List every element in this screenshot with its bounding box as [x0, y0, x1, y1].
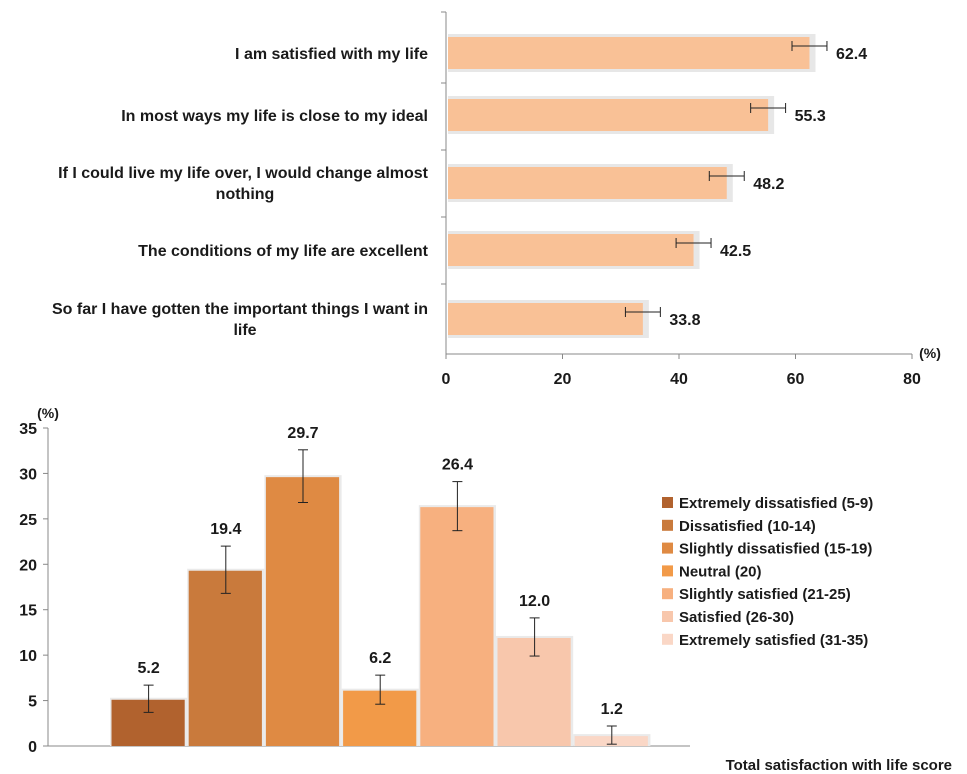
bottom-data-label: 26.4 [442, 457, 473, 474]
top-category-label: In most ways my life is close to my idea… [121, 108, 428, 125]
bottom-chart: 0 5 10 15 20 25 30 35(%) 5.2 19.4 29.7 6.2 26.4 12.0 1… [19, 405, 952, 774]
legend-swatch [662, 633, 673, 645]
bottom-data-label: 1.2 [601, 701, 623, 718]
bottom-y-tick-label: 10 [19, 648, 37, 665]
legend-swatch [662, 611, 673, 622]
top-bar [448, 234, 694, 266]
top-unit-label: (%) [919, 345, 941, 361]
legend-swatch [662, 519, 673, 531]
top-x-tick-label: 20 [554, 371, 572, 388]
legend-label: Neutral (20) [679, 563, 762, 580]
legend-label: Dissatisfied (10-14) [679, 518, 816, 535]
top-bar [448, 303, 643, 335]
bottom-data-label: 29.7 [287, 425, 318, 442]
top-data-label: 33.8 [669, 312, 700, 329]
top-x-tick-label: 60 [787, 371, 805, 388]
legend-label: Satisfied (26-30) [679, 609, 794, 626]
bottom-y-tick-label: 15 [19, 603, 37, 620]
legend-swatch [662, 497, 673, 508]
bottom-data-label: 19.4 [210, 521, 241, 538]
legend-label: Slightly dissatisfied (15-19) [679, 541, 872, 558]
legend-label: Extremely satisfied (31-35) [679, 632, 868, 649]
legend-swatch [662, 588, 673, 600]
bottom-bar [188, 570, 262, 746]
top-category-label: So far I have gotten the important thing… [52, 301, 428, 318]
top-category-label: nothing [216, 186, 275, 203]
top-x-tick-label: 40 [670, 371, 688, 388]
legend-swatch [662, 542, 673, 554]
legend-label: Slightly satisfied (21-25) [679, 586, 851, 603]
top-data-label: 55.3 [795, 108, 826, 125]
bottom-y-tick-label: 35 [19, 421, 37, 438]
bottom-data-label: 6.2 [369, 650, 391, 667]
bottom-x-axis-title: Total satisfaction with life score [726, 757, 952, 774]
bottom-data-label: 12.0 [519, 593, 550, 610]
legend-label: Extremely dissatisfied (5-9) [679, 495, 873, 512]
bottom-bar [420, 507, 494, 746]
top-x-tick-label: 0 [442, 371, 451, 388]
legend-swatch [662, 565, 673, 577]
bottom-y-tick-label: 0 [28, 739, 37, 756]
top-category-label: I am satisfied with my life [235, 46, 428, 63]
top-bar [448, 37, 810, 69]
top-bar [448, 167, 727, 199]
bottom-data-label: 5.2 [137, 660, 159, 677]
top-x-tick-label: 80 [903, 371, 921, 388]
bottom-bar [265, 477, 340, 746]
legend: Extremely dissatisfied (5-9) Dissatisfied… [662, 495, 873, 649]
bottom-y-tick-label: 20 [19, 557, 37, 574]
bottom-y-tick-label: 5 [28, 694, 37, 711]
top-bar [448, 99, 769, 131]
top-data-label: 62.4 [836, 46, 867, 63]
bottom-unit-label: (%) [37, 405, 59, 421]
bottom-y-tick-label: 25 [19, 512, 37, 529]
top-data-label: 48.2 [753, 176, 784, 193]
top-category-label: If I could live my life over, I would ch… [58, 165, 429, 182]
top-chart: 0 20 40 60 80 (%) 62.4 I am satisfied with my l… [52, 11, 941, 388]
top-data-label: 42.5 [720, 243, 751, 260]
top-category-label: The conditions of my life are excellent [138, 243, 429, 260]
bottom-y-tick-label: 30 [19, 466, 37, 483]
top-category-label: life [233, 322, 256, 339]
